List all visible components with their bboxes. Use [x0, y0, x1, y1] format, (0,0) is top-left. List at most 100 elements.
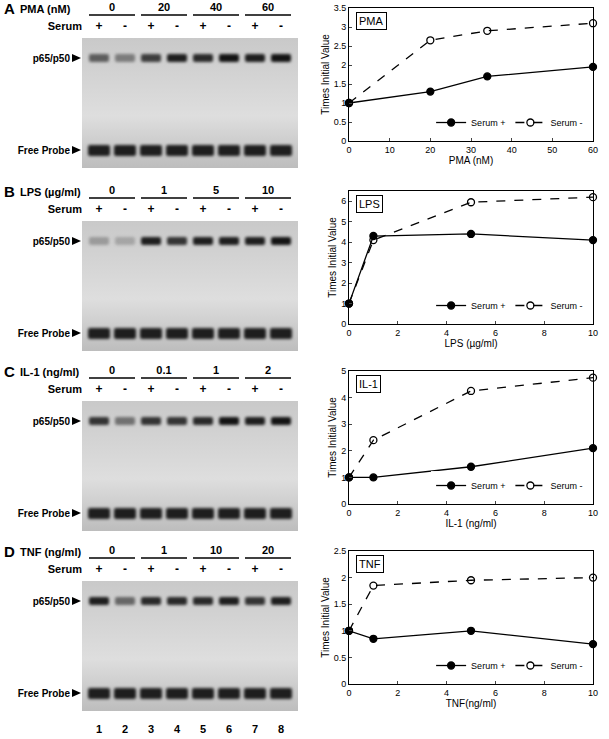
svg-text:8: 8: [278, 723, 284, 735]
svg-text:6: 6: [493, 508, 498, 518]
svg-text:Serum -: Serum -: [550, 118, 582, 128]
svg-text:-: -: [279, 19, 283, 33]
svg-text:1.5: 1.5: [334, 599, 347, 609]
svg-text:0: 0: [346, 145, 351, 155]
svg-text:Serum: Serum: [48, 563, 82, 575]
svg-text:+: +: [199, 202, 206, 216]
svg-text:0.1: 0.1: [156, 364, 171, 376]
svg-text:4: 4: [444, 508, 449, 518]
svg-text:20: 20: [262, 544, 274, 556]
svg-text:-: -: [227, 19, 231, 33]
svg-text:10: 10: [210, 544, 222, 556]
svg-text:+: +: [95, 562, 102, 576]
svg-text:60: 60: [588, 145, 598, 155]
svg-text:2: 2: [395, 688, 400, 698]
svg-text:+: +: [199, 562, 206, 576]
svg-text:0: 0: [109, 544, 115, 556]
svg-text:p65/p50: p65/p50: [33, 236, 71, 247]
svg-text:1: 1: [161, 544, 167, 556]
svg-text:4: 4: [174, 723, 181, 735]
svg-text:-: -: [123, 562, 127, 576]
svg-text:0.5: 0.5: [334, 117, 347, 127]
svg-text:Serum -: Serum -: [550, 661, 582, 671]
svg-text:Serum -: Serum -: [550, 481, 582, 491]
svg-text:-: -: [279, 382, 283, 396]
svg-text:Serum: Serum: [48, 20, 82, 32]
svg-text:TNF (ng/ml): TNF (ng/ml): [20, 546, 81, 558]
svg-text:1: 1: [96, 723, 102, 735]
svg-text:20: 20: [425, 145, 435, 155]
svg-text:-: -: [279, 202, 283, 216]
svg-text:20: 20: [158, 1, 170, 13]
svg-text:-: -: [227, 382, 231, 396]
svg-text:0: 0: [341, 679, 346, 689]
svg-text:1: 1: [341, 299, 346, 309]
svg-text:Serum: Serum: [48, 383, 82, 395]
svg-text:2.5: 2.5: [334, 546, 347, 556]
svg-text:+: +: [199, 19, 206, 33]
svg-text:4: 4: [444, 688, 449, 698]
svg-text:0: 0: [346, 688, 351, 698]
svg-text:0: 0: [109, 184, 115, 196]
svg-text:2: 2: [395, 328, 400, 338]
svg-text:IL-1: IL-1: [359, 378, 378, 390]
svg-text:5: 5: [341, 366, 346, 376]
svg-text:-: -: [175, 19, 179, 33]
svg-text:0: 0: [109, 1, 115, 13]
svg-text:50: 50: [547, 145, 557, 155]
svg-text:Free Probe: Free Probe: [18, 508, 71, 519]
svg-text:2: 2: [265, 364, 271, 376]
svg-text:2: 2: [341, 446, 346, 456]
svg-text:8: 8: [542, 508, 547, 518]
svg-text:40: 40: [210, 1, 222, 13]
svg-text:+: +: [251, 562, 258, 576]
svg-text:Serum: Serum: [48, 203, 82, 215]
svg-text:+: +: [199, 382, 206, 396]
svg-text:1.5: 1.5: [334, 79, 347, 89]
svg-text:6: 6: [493, 688, 498, 698]
svg-text:10: 10: [588, 508, 598, 518]
svg-text:1: 1: [341, 98, 346, 108]
svg-text:0: 0: [346, 508, 351, 518]
svg-text:3: 3: [341, 419, 346, 429]
svg-text:Free Probe: Free Probe: [18, 688, 71, 699]
svg-text:40: 40: [507, 145, 517, 155]
svg-text:0.5: 0.5: [334, 653, 347, 663]
svg-text:C: C: [4, 363, 15, 380]
svg-text:10: 10: [588, 328, 598, 338]
svg-text:5: 5: [213, 184, 219, 196]
svg-text:B: B: [4, 183, 15, 200]
svg-text:+: +: [95, 382, 102, 396]
svg-text:8: 8: [542, 688, 547, 698]
svg-text:Free Probe: Free Probe: [18, 145, 71, 156]
svg-text:2: 2: [341, 278, 346, 288]
svg-text:Free Probe: Free Probe: [18, 328, 71, 339]
svg-text:2: 2: [341, 573, 346, 583]
svg-text:1: 1: [213, 364, 219, 376]
svg-text:10: 10: [385, 145, 395, 155]
svg-text:Serum -: Serum -: [550, 301, 582, 311]
svg-text:2.5: 2.5: [334, 41, 347, 51]
svg-text:PMA: PMA: [359, 15, 384, 27]
svg-text:A: A: [4, 0, 15, 17]
svg-text:+: +: [147, 202, 154, 216]
svg-text:1: 1: [161, 184, 167, 196]
svg-text:D: D: [4, 543, 15, 560]
svg-text:TNF(ng/ml): TNF(ng/ml): [446, 698, 497, 709]
svg-text:p65/p50: p65/p50: [33, 53, 71, 64]
svg-text:4: 4: [444, 328, 449, 338]
svg-text:0: 0: [341, 499, 346, 509]
svg-text:IL-1 (ng/ml): IL-1 (ng/ml): [20, 366, 80, 378]
svg-text:Times Initial Value: Times Initial Value: [327, 217, 338, 298]
svg-text:IL-1 (ng/ml): IL-1 (ng/ml): [445, 518, 496, 529]
svg-text:PMA (nM): PMA (nM): [449, 155, 493, 166]
svg-text:p65/p50: p65/p50: [33, 416, 71, 427]
svg-text:30: 30: [466, 145, 476, 155]
svg-text:Serum +: Serum +: [471, 661, 505, 671]
svg-text:-: -: [227, 562, 231, 576]
svg-text:-: -: [175, 382, 179, 396]
svg-text:0: 0: [109, 364, 115, 376]
svg-text:-: -: [123, 19, 127, 33]
svg-text:6: 6: [493, 328, 498, 338]
svg-text:0: 0: [341, 136, 346, 146]
